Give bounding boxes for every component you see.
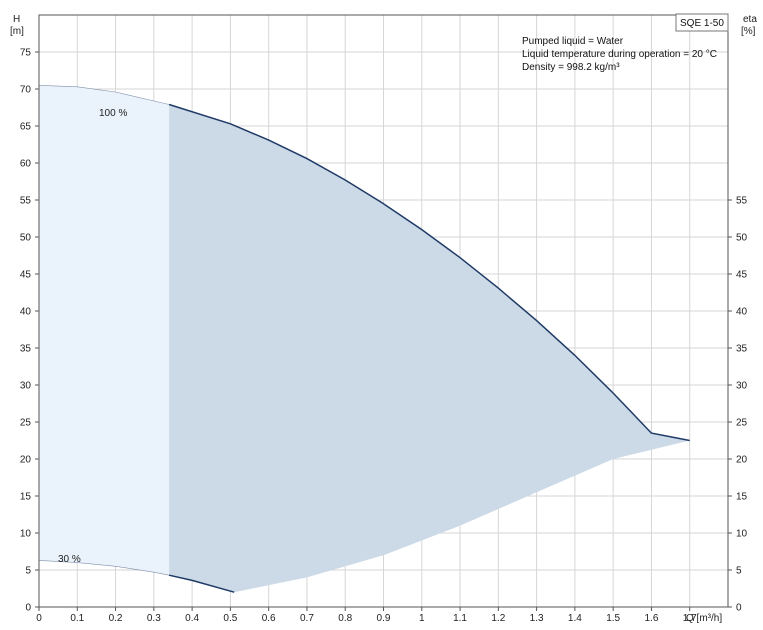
x-tick-label: 1.4 <box>568 613 582 624</box>
y-right-axis-label: eta <box>743 14 757 25</box>
y-right-tick-label: 25 <box>736 418 748 429</box>
y-right-tick-label: 5 <box>736 566 742 577</box>
x-tick-label: 0.8 <box>338 613 352 624</box>
light-region <box>39 85 170 576</box>
operating-region <box>39 85 690 593</box>
model-box <box>675 13 729 32</box>
x-tick-label: 0.2 <box>109 613 123 624</box>
y-right-tick-label: 20 <box>736 455 748 466</box>
y-right-tick-label: 35 <box>736 344 748 355</box>
x-tick-label: 1.6 <box>644 613 658 624</box>
y-left-tick-label: 35 <box>20 344 32 355</box>
series-30-faint-line <box>38 560 170 576</box>
x-tick-label: 0.9 <box>377 613 391 624</box>
y-left-tick-label: 40 <box>20 307 32 318</box>
performance-curves <box>38 85 690 593</box>
series-label-100: 100 % <box>99 108 127 119</box>
y-left-tick-label: 25 <box>20 418 32 429</box>
y-left-axis-label: H <box>13 14 20 25</box>
x-tick-label: 1.1 <box>453 613 467 624</box>
series-100-line <box>168 103 690 442</box>
info-liquid-temperature: Liquid temperature during operation = 20… <box>522 49 717 60</box>
y-left-tick-label: 50 <box>20 233 32 244</box>
info-pumped-liquid: Pumped liquid = Water <box>522 36 624 47</box>
x-tick-label: 1.2 <box>491 613 505 624</box>
y-left-tick-label: 10 <box>20 529 32 540</box>
y-left-tick-label: 65 <box>20 122 32 133</box>
y-left-tick-label: 45 <box>20 270 32 281</box>
y-left-tick-label: 15 <box>20 492 32 503</box>
info-density: Density = 998.2 kg/m³ <box>522 62 620 73</box>
x-tick-label: 1.3 <box>530 613 544 624</box>
x-tick-label: 1.5 <box>606 613 620 624</box>
y-right-tick-label: 30 <box>736 381 748 392</box>
y-left-tick-label: 5 <box>25 566 31 577</box>
series-100-faint-line <box>38 85 170 105</box>
y-right-tick-label: 15 <box>736 492 748 503</box>
y-right-tick-label: 45 <box>736 270 748 281</box>
x-tick-label: 0.5 <box>223 613 237 624</box>
y-right-axis-unit: [%] <box>741 26 756 37</box>
y-left-tick-label: 55 <box>20 196 32 207</box>
y-left-tick-label: 60 <box>20 159 32 170</box>
dark-region <box>169 104 690 593</box>
x-tick-label: 1.7 <box>683 613 697 624</box>
y-right-tick-label: 0 <box>736 603 742 614</box>
y-left-tick-label: 20 <box>20 455 32 466</box>
series-30-line <box>168 574 235 593</box>
x-tick-label: 0.7 <box>300 613 314 624</box>
x-tick-label: 1 <box>419 613 425 624</box>
x-tick-label: 0.6 <box>262 613 276 624</box>
y-right-tick-label: 50 <box>736 233 748 244</box>
y-left-tick-label: 75 <box>20 48 32 59</box>
x-tick-label: 0.1 <box>70 613 84 624</box>
y-left-tick-label: 70 <box>20 85 32 96</box>
axis-ticks: 0 0.1 0.2 0.3 0.4 0.5 0.6 0.7 0.8 0.9 1 1.1 1.2 1.3 1.… <box>20 48 748 625</box>
x-tick-label: 0 <box>36 613 42 624</box>
x-axis-label: Q [m³/h] <box>686 613 722 624</box>
y-right-tick-label: 40 <box>736 307 748 318</box>
y-right-tick-label: 10 <box>736 529 748 540</box>
y-left-axis-unit: [m] <box>10 26 24 37</box>
series-label-30: 30 % <box>58 554 81 565</box>
y-left-tick-label: 0 <box>25 603 31 614</box>
model-label: SQE 1-50 <box>680 18 724 29</box>
x-tick-label: 0.4 <box>185 613 199 624</box>
x-tick-label: 0.3 <box>147 613 161 624</box>
y-left-tick-label: 30 <box>20 381 32 392</box>
y-right-tick-label: 55 <box>736 196 748 207</box>
